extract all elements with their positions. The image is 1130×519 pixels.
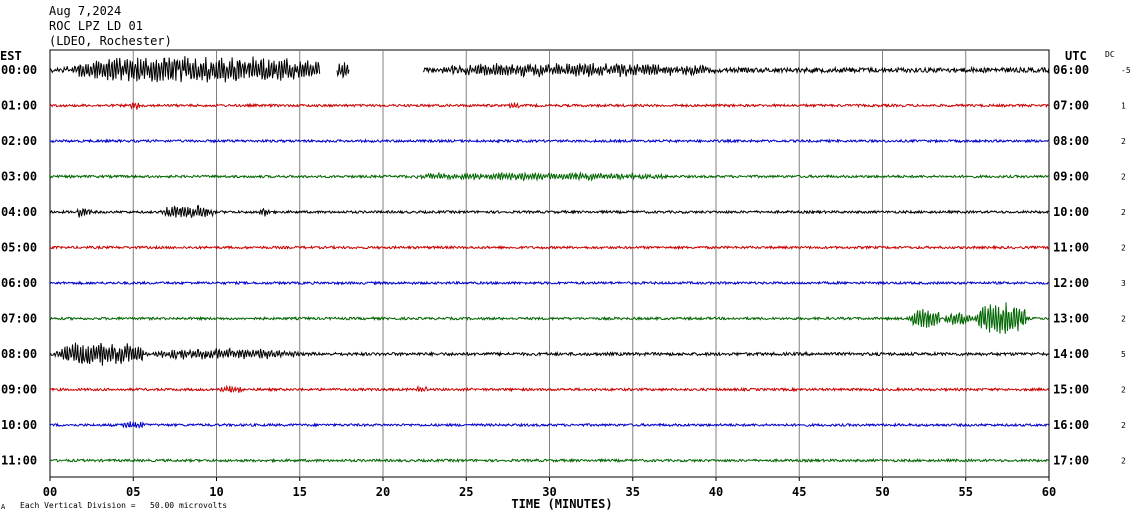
x-tick-label-15: 15	[293, 485, 307, 499]
est-label-0800: 08:00	[1, 347, 37, 361]
trace-0900	[49, 384, 1050, 393]
dc-label: DC	[1105, 50, 1115, 59]
x-tick-label-05: 05	[126, 485, 140, 499]
right-zone-label: UTC	[1065, 49, 1087, 63]
dc-value-7: 2	[1121, 315, 1126, 324]
scale-note: Each Vertical Division = 50.00 microvolt…	[20, 501, 228, 510]
x-tick-label-35: 35	[626, 485, 640, 499]
trace-0200	[49, 138, 1050, 144]
dc-value-1: 1	[1121, 102, 1126, 111]
x-tick-label-25: 25	[459, 485, 473, 499]
x-tick-label-55: 55	[959, 485, 973, 499]
est-label-0000: 00:00	[1, 63, 37, 77]
est-label-0500: 05:00	[1, 241, 37, 255]
utc-label-1500: 15:00	[1053, 383, 1089, 397]
trace-1100	[49, 457, 1050, 464]
utc-label-1000: 10:00	[1053, 205, 1089, 219]
x-tick-label-50: 50	[875, 485, 889, 499]
x-tick-label-60: 60	[1042, 485, 1056, 499]
utc-label-1400: 14:00	[1053, 347, 1089, 361]
est-label-0300: 03:00	[1, 170, 37, 184]
dc-value-10: 2	[1121, 421, 1126, 430]
trace-0700	[49, 302, 1050, 334]
utc-label-1200: 12:00	[1053, 276, 1089, 290]
utc-label-1700: 17:00	[1053, 454, 1089, 468]
trace-0400	[49, 204, 1050, 218]
est-label-1000: 10:00	[1, 418, 37, 432]
utc-label-1100: 11:00	[1053, 241, 1089, 255]
x-tick-label-00: 00	[43, 485, 57, 499]
utc-label-0700: 07:00	[1053, 99, 1089, 113]
trace-0300	[49, 171, 1049, 182]
x-tick-label-10: 10	[209, 485, 223, 499]
dc-value-0: -5	[1121, 66, 1130, 75]
dc-value-5: 2	[1121, 244, 1126, 253]
trace-0600	[49, 280, 1049, 286]
dc-value-3: 2	[1121, 173, 1126, 182]
est-label-0600: 06:00	[1, 276, 37, 290]
dc-value-4: 2	[1121, 208, 1126, 217]
est-label-0200: 02:00	[1, 134, 37, 148]
trace-0000	[49, 56, 1050, 83]
x-tick-label-40: 40	[709, 485, 723, 499]
dc-value-2: 2	[1121, 137, 1126, 146]
dc-value-8: 5	[1121, 350, 1126, 359]
est-label-1100: 11:00	[1, 454, 37, 468]
x-tick-label-20: 20	[376, 485, 390, 499]
header-network: (LDEO, Rochester)	[49, 34, 172, 48]
x-axis-title: TIME (MINUTES)	[511, 497, 612, 511]
dc-value-9: 2	[1121, 386, 1126, 395]
trace-1000	[49, 420, 1050, 429]
header-date: Aug 7,2024	[49, 4, 122, 18]
trace-0100	[49, 102, 1050, 110]
dc-value-6: 3	[1121, 279, 1126, 288]
header-station: ROC LPZ LD 01	[49, 19, 143, 33]
utc-label-1300: 13:00	[1053, 312, 1089, 326]
utc-label-0800: 08:00	[1053, 134, 1089, 148]
utc-label-0600: 06:00	[1053, 63, 1089, 77]
x-tick-label-30: 30	[542, 485, 556, 499]
est-label-0700: 07:00	[1, 312, 37, 326]
utc-label-1600: 16:00	[1053, 418, 1089, 432]
est-label-0900: 09:00	[1, 383, 37, 397]
trace-0800	[49, 342, 1050, 366]
left-zone-label: EST	[0, 49, 22, 63]
est-label-0100: 01:00	[1, 99, 37, 113]
x-tick-label-45: 45	[792, 485, 806, 499]
dc-value-11: 2	[1121, 457, 1126, 466]
utc-label-0900: 09:00	[1053, 170, 1089, 184]
est-label-0400: 04:00	[1, 205, 37, 219]
trace-0500	[49, 244, 1050, 251]
corner-mark: A	[1, 503, 6, 511]
